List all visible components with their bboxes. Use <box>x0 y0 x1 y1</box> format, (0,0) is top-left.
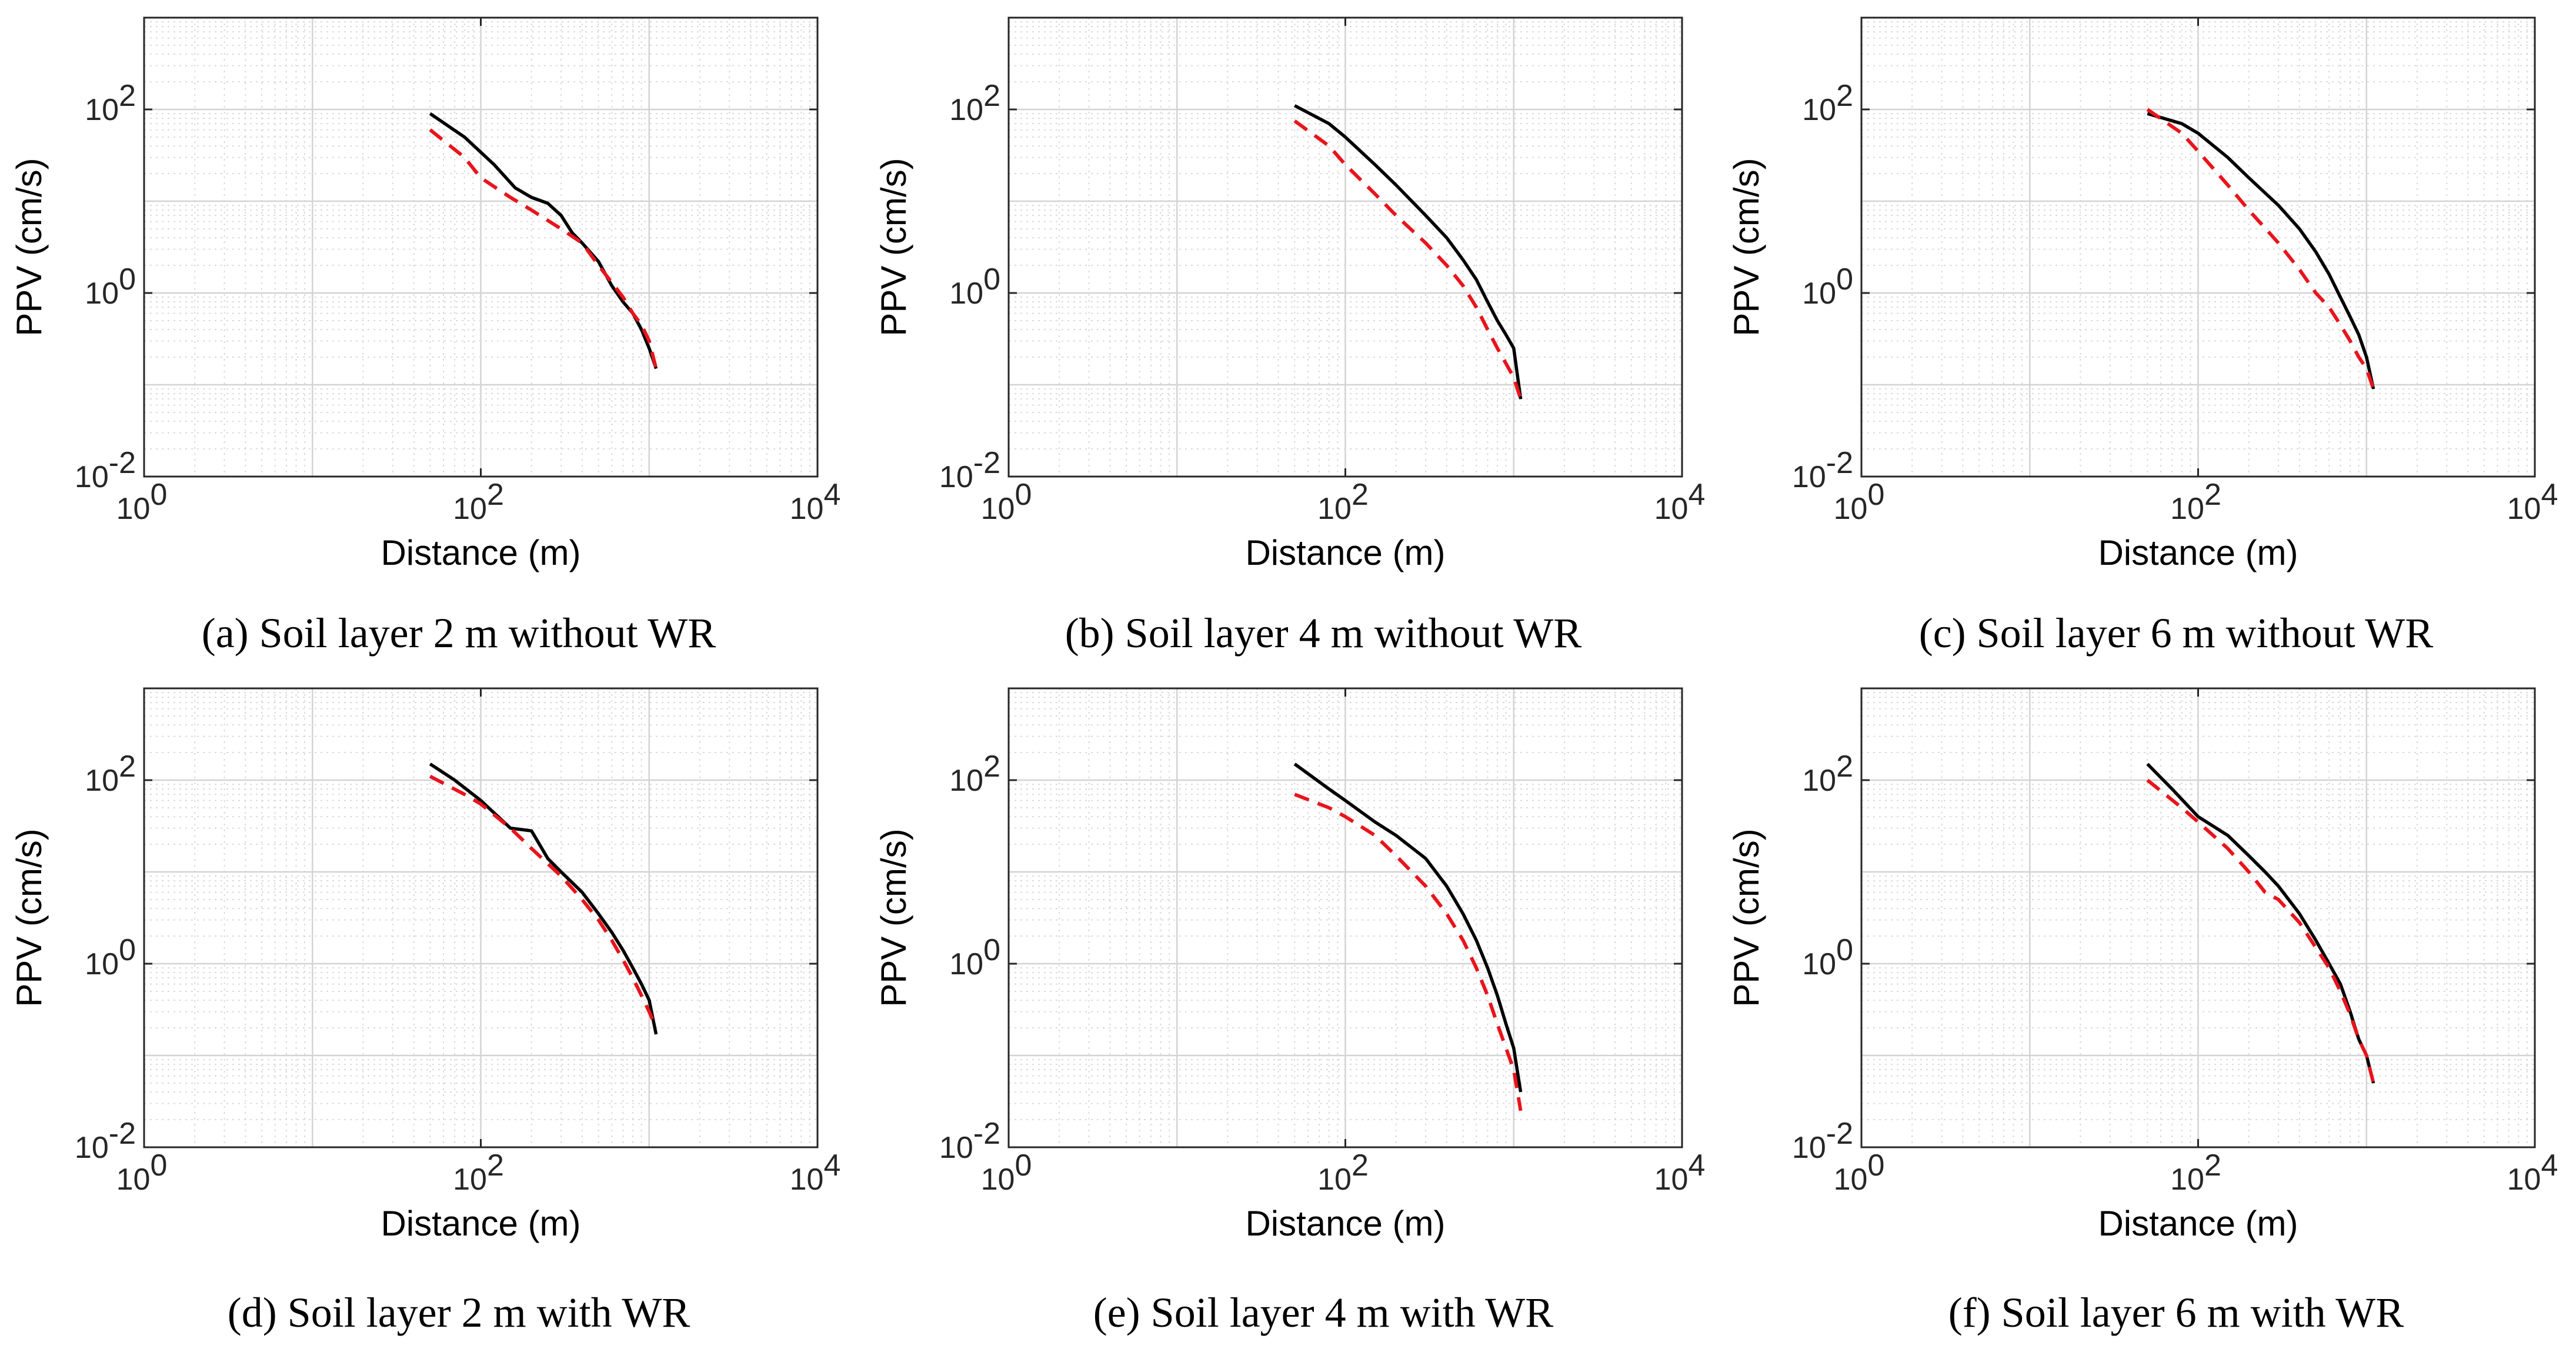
y-tick-label: 100 <box>949 933 1000 981</box>
series-line-dashed <box>429 774 658 1029</box>
y-axis-label: PPV (cm/s) <box>9 828 49 1007</box>
panel-caption: (e) Soil layer 4 m with WR <box>1093 1289 1554 1336</box>
y-axis-label: PPV (cm/s) <box>874 828 913 1007</box>
y-tick-label: 102 <box>85 750 136 798</box>
panel-caption: (c) Soil layer 6 m without WR <box>1919 610 2434 657</box>
x-tick-label: 104 <box>1654 1148 1706 1197</box>
x-axis-label: Distance (m) <box>2098 1204 2298 1243</box>
grid <box>1861 688 2535 1147</box>
y-tick-label: 10-2 <box>75 446 136 494</box>
y-axis-label: PPV (cm/s) <box>1727 158 1766 336</box>
grid <box>1861 18 2535 477</box>
y-tick-label: 10-2 <box>939 1117 1000 1165</box>
series-line-dashed <box>1294 792 1523 1111</box>
grid <box>144 18 817 477</box>
x-axis-label: Distance (m) <box>381 533 580 572</box>
x-tick-label: 100 <box>1834 478 1885 526</box>
panel-caption: (b) Soil layer 4 m without WR <box>1065 610 1582 657</box>
x-axis-label: Distance (m) <box>381 1204 580 1243</box>
x-axis-label: Distance (m) <box>1245 1204 1445 1243</box>
x-tick-label: 104 <box>2507 478 2558 526</box>
series-line-solid <box>1293 762 1523 1093</box>
x-tick-label: 102 <box>2170 1148 2221 1197</box>
y-tick-label: 102 <box>1802 79 1853 127</box>
y-tick-label: 102 <box>1802 750 1853 798</box>
y-tick-label: 10-2 <box>1792 446 1853 494</box>
x-tick-label: 102 <box>453 1148 504 1197</box>
series-line-dashed <box>2146 778 2375 1084</box>
x-axis-label: Distance (m) <box>2098 533 2298 572</box>
x-tick-label: 104 <box>790 1148 841 1197</box>
series-line-dashed <box>1293 119 1523 400</box>
y-axis-label: PPV (cm/s) <box>1727 828 1766 1007</box>
series-line-solid <box>2147 112 2375 389</box>
x-tick-label: 102 <box>1317 478 1369 526</box>
y-axis-label: PPV (cm/s) <box>874 158 913 336</box>
y-tick-label: 102 <box>85 79 136 127</box>
x-axis-label: Distance (m) <box>1245 533 1445 572</box>
series-line-solid <box>429 762 658 1035</box>
y-tick-label: 100 <box>85 933 136 981</box>
x-tick-label: 100 <box>981 478 1032 526</box>
y-axis-label: PPV (cm/s) <box>9 158 49 336</box>
y-tick-label: 102 <box>949 79 1000 127</box>
y-tick-label: 100 <box>1802 933 1853 981</box>
y-tick-label: 10-2 <box>939 446 1000 494</box>
x-tick-label: 100 <box>116 1148 168 1197</box>
x-tick-label: 102 <box>1317 1148 1369 1197</box>
panel-caption: (d) Soil layer 2 m with WR <box>228 1289 690 1336</box>
x-tick-label: 100 <box>116 478 168 526</box>
grid <box>1009 18 1682 477</box>
x-tick-label: 100 <box>1834 1148 1885 1197</box>
x-tick-label: 102 <box>453 478 504 526</box>
grid <box>144 688 817 1147</box>
x-tick-label: 102 <box>2170 478 2221 526</box>
x-tick-label: 104 <box>2507 1148 2558 1197</box>
x-tick-label: 100 <box>981 1148 1032 1197</box>
y-tick-label: 100 <box>85 262 136 311</box>
y-tick-label: 100 <box>949 262 1000 311</box>
y-tick-label: 10-2 <box>1792 1117 1853 1165</box>
y-tick-label: 100 <box>1802 262 1853 311</box>
y-tick-label: 10-2 <box>75 1117 136 1165</box>
series-line-dashed <box>2146 108 2375 390</box>
x-tick-label: 104 <box>1654 478 1706 526</box>
x-tick-label: 104 <box>790 478 841 526</box>
panel-caption: (a) Soil layer 2 m without WR <box>202 610 716 657</box>
panel-caption: (f) Soil layer 6 m with WR <box>1948 1289 2404 1336</box>
series-line-solid <box>1294 104 1523 399</box>
y-tick-label: 102 <box>949 750 1000 798</box>
series-line-dashed <box>429 128 658 369</box>
grid <box>1009 688 1682 1147</box>
